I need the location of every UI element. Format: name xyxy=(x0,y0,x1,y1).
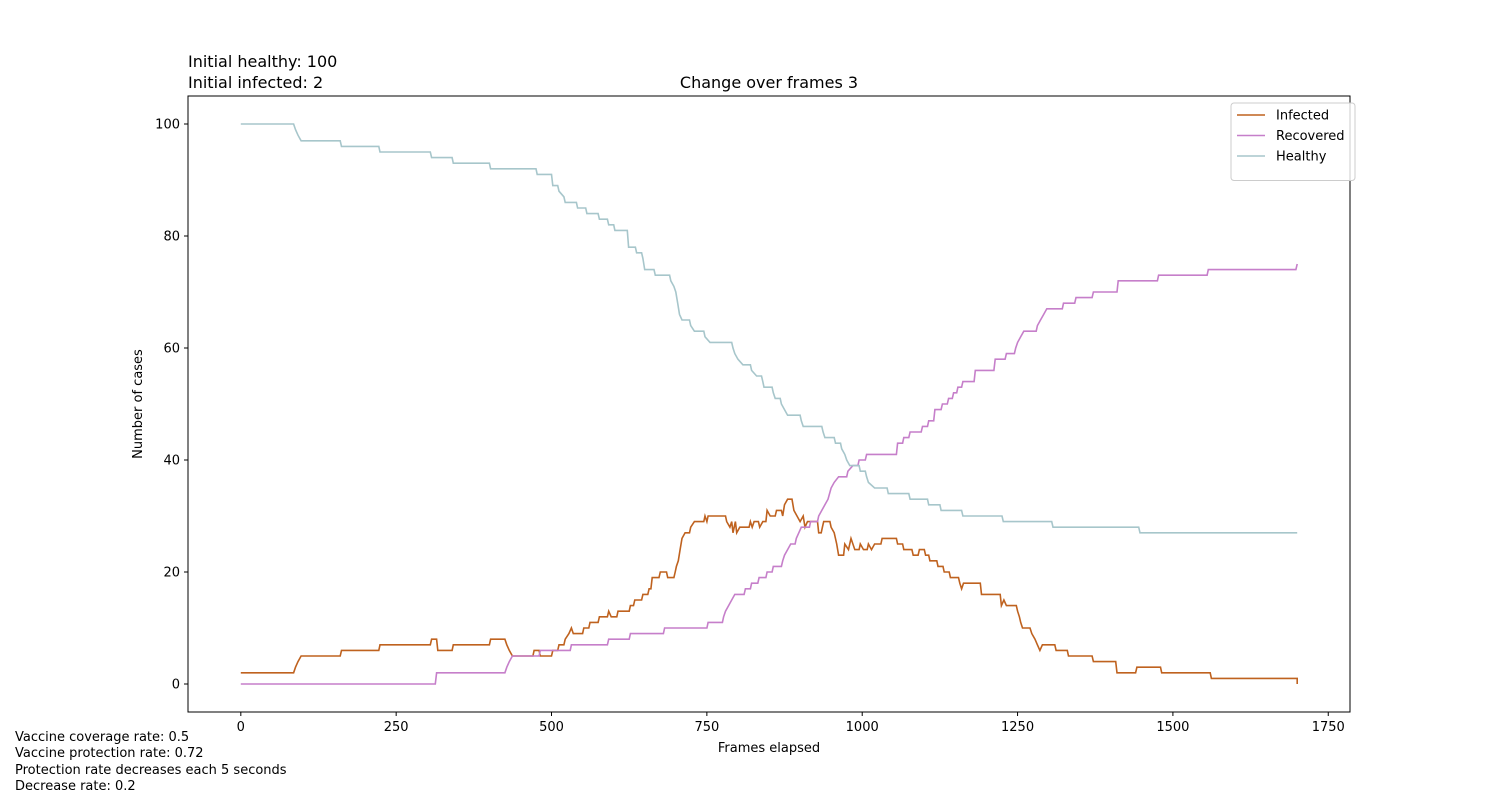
y-tick-label: 80 xyxy=(163,230,180,245)
initial-infected-label: Initial infected: 2 xyxy=(188,73,324,92)
decrease-rate-label: Decrease rate: 0.2 xyxy=(15,778,136,794)
x-tick-label: 1000 xyxy=(846,720,879,735)
x-tick-label: 1250 xyxy=(1001,720,1034,735)
vaccine-coverage-label: Vaccine coverage rate: 0.5 xyxy=(15,730,190,745)
x-axis-label: Frames elapsed xyxy=(718,741,820,756)
y-tick-label: 100 xyxy=(155,118,180,133)
plot-area xyxy=(187,95,1351,713)
vaccine-protection-label: Vaccine protection rate: 0.72 xyxy=(15,746,204,762)
vaccine-parameters: Vaccine coverage rate: 0.5 Vaccine prote… xyxy=(15,730,287,795)
y-tick-label: 0 xyxy=(172,678,180,693)
x-tick-label: 1750 xyxy=(1312,720,1345,735)
y-tick-label: 40 xyxy=(163,454,180,469)
initial-healthy-label: Initial healthy: 100 xyxy=(188,52,338,71)
x-axis-ticks: 0 250 500 750 1000 1250 1500 1750 xyxy=(237,712,1345,735)
legend-label-recovered: Recovered xyxy=(1276,129,1345,144)
protection-decrease-label: Protection rate decreases each 5 seconds xyxy=(15,762,287,778)
x-tick-label: 750 xyxy=(694,720,719,735)
x-tick-label: 250 xyxy=(384,720,409,735)
legend-box xyxy=(1230,102,1356,181)
y-axis-label: Number of cases xyxy=(131,349,146,459)
x-tick-label: 0 xyxy=(237,720,245,735)
y-tick-label: 20 xyxy=(163,566,180,581)
legend-label-healthy: Healthy xyxy=(1276,150,1327,165)
initial-counts: Initial healthy: 100 Initial infected: 2 xyxy=(188,51,337,93)
x-tick-label: 1500 xyxy=(1156,720,1189,735)
legend: Infected Recovered Healthy xyxy=(1230,102,1356,181)
legend-label-infected: Infected xyxy=(1276,109,1329,124)
x-tick-label: 500 xyxy=(539,720,564,735)
series-line-healthy xyxy=(240,123,1298,534)
series-line-infected xyxy=(240,498,1298,684)
chart-title: Change over frames 3 xyxy=(680,73,858,92)
y-axis-ticks: 0 20 40 60 80 100 xyxy=(155,118,188,693)
y-tick-label: 60 xyxy=(163,342,180,357)
series-lines xyxy=(240,123,1298,685)
